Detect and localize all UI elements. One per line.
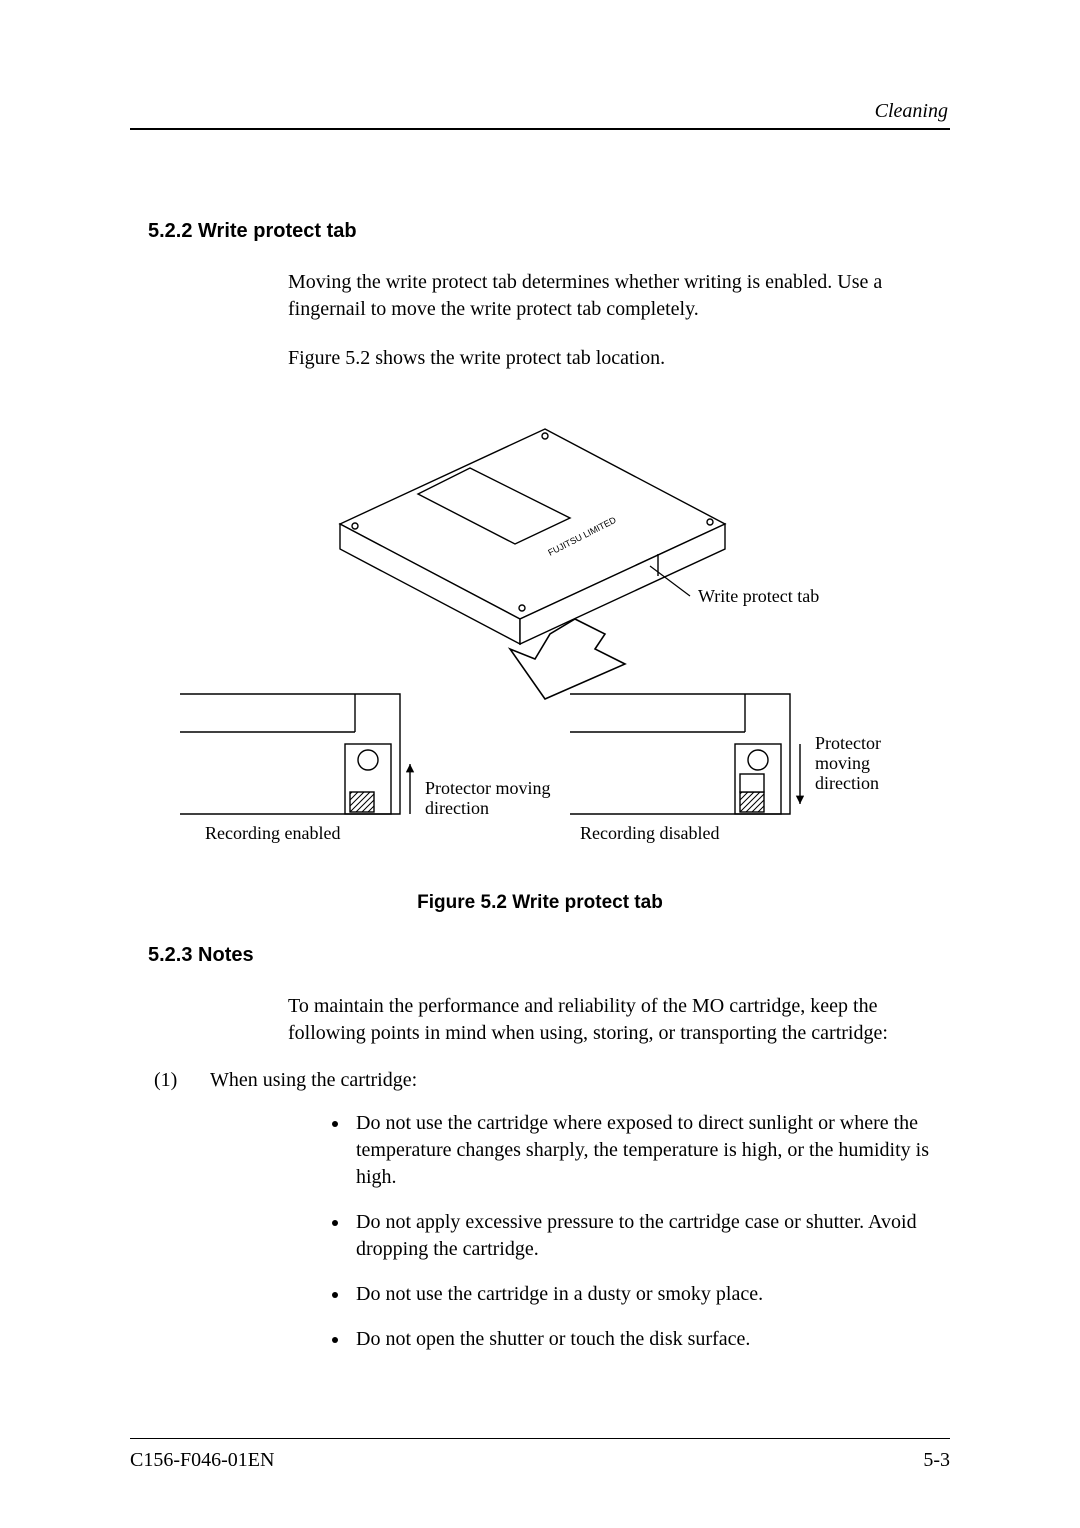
footer-page: 5-3 (923, 1449, 950, 1472)
label-protector-left-1: Protector moving (425, 778, 550, 798)
numbered-item-1-label: When using the cartridge: (210, 1069, 417, 1092)
footer-doc-id: C156-F046-01EN (130, 1449, 274, 1472)
figure-5-2: FUJITSU LIMITED Write protect tab Protec… (130, 394, 950, 914)
label-protector-right-1: Protector (815, 733, 881, 753)
label-write-protect-tab: Write protect tab (698, 586, 819, 606)
para-5-2-2-b: Figure 5.2 shows the write protect tab l… (288, 345, 950, 372)
numbered-item-1-num: (1) (154, 1069, 186, 1092)
bullet-4: Do not open the shutter or touch the dis… (350, 1326, 940, 1353)
bullet-list: Do not use the cartridge where exposed t… (350, 1110, 940, 1353)
bullet-1: Do not use the cartridge where exposed t… (350, 1110, 940, 1191)
heading-5-2-2: 5.2.2 Write protect tab (148, 220, 950, 243)
label-protector-left-2: direction (425, 798, 489, 818)
page-footer: C156-F046-01EN 5-3 (130, 1438, 950, 1472)
bullet-3: Do not use the cartridge in a dusty or s… (350, 1281, 940, 1308)
para-5-2-2-a: Moving the write protect tab determines … (288, 269, 950, 323)
label-protector-right-3: direction (815, 773, 879, 793)
para-5-2-3-intro: To maintain the performance and reliabil… (288, 993, 950, 1047)
header-rule (130, 128, 950, 130)
label-recording-enabled: Recording enabled (205, 823, 340, 843)
label-recording-disabled: Recording disabled (580, 823, 719, 843)
running-header: Cleaning (875, 100, 948, 123)
figure-svg: FUJITSU LIMITED Write protect tab Protec… (150, 394, 930, 874)
label-protector-right-2: moving (815, 753, 870, 773)
bullet-2: Do not apply excessive pressure to the c… (350, 1209, 940, 1263)
heading-5-2-3: 5.2.3 Notes (148, 944, 950, 967)
numbered-item-1: (1) When using the cartridge: (154, 1069, 950, 1092)
figure-caption: Figure 5.2 Write protect tab (130, 892, 950, 914)
